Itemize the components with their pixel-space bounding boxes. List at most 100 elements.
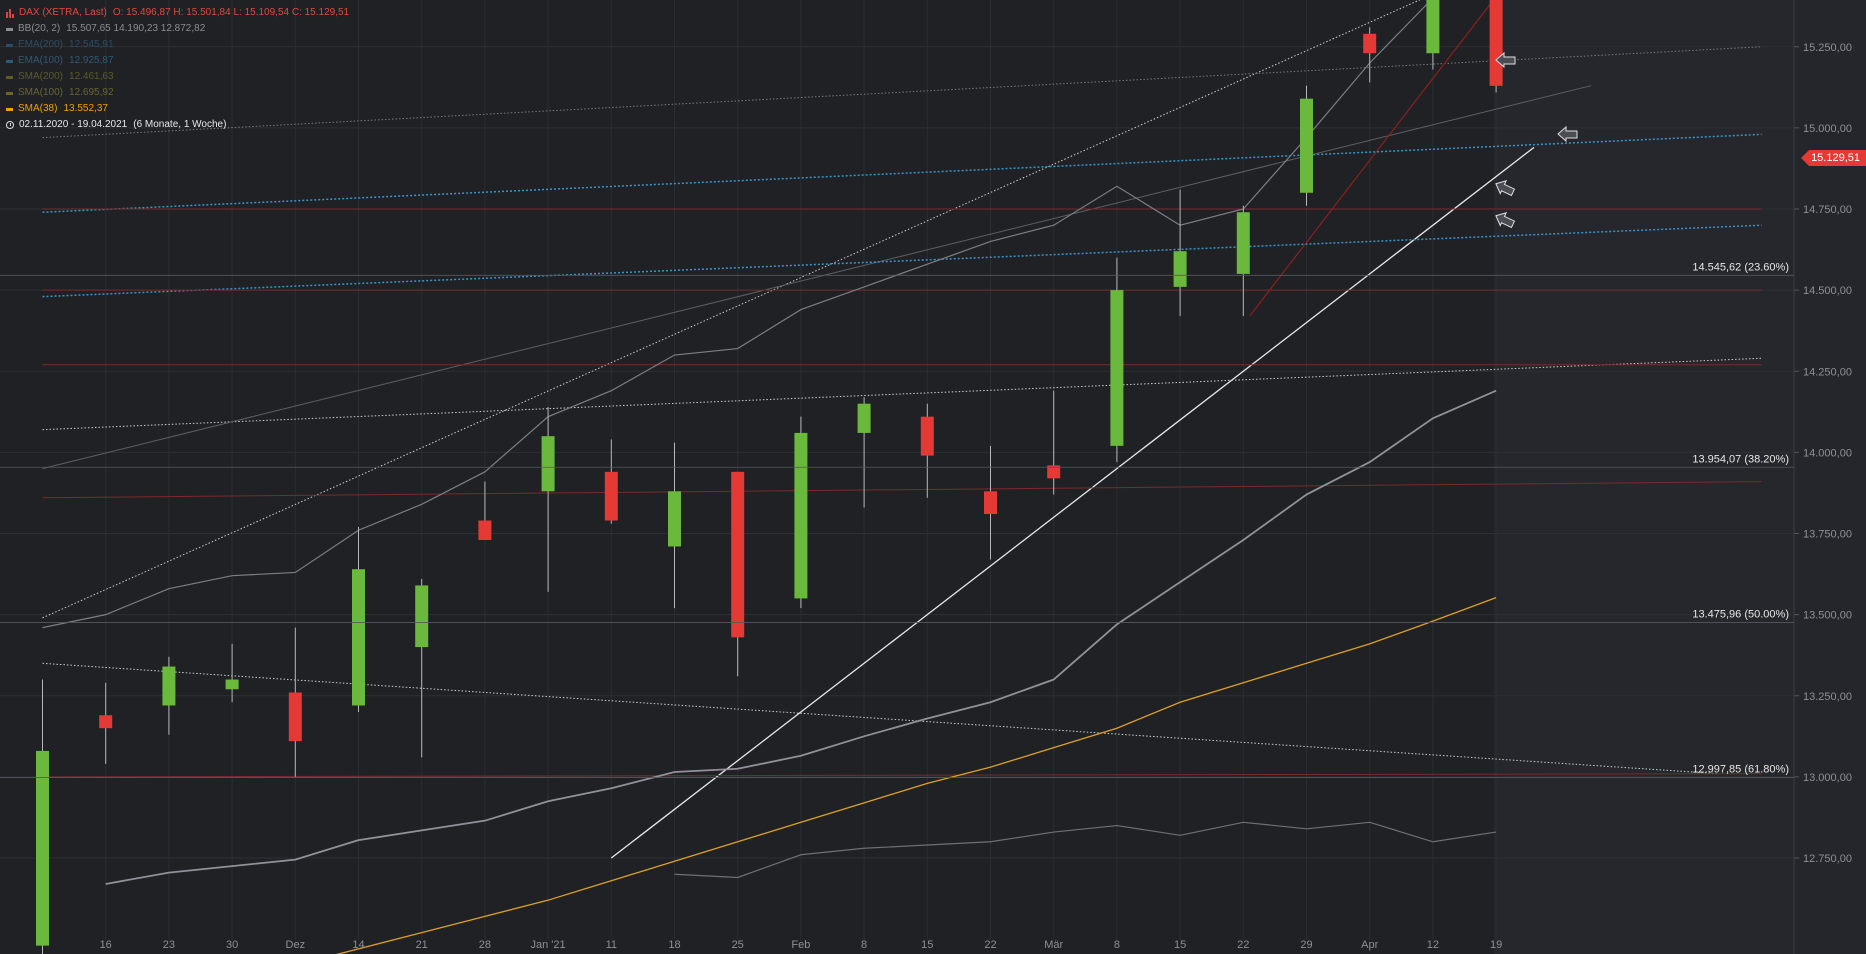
trendline (610, 146, 1535, 859)
candle-up (668, 491, 681, 547)
legend-swatch (6, 27, 13, 31)
legend-indicator: EMA(100) 12.925,87 (6, 53, 349, 69)
x-tick-label: 16 (100, 939, 112, 951)
candle-up (415, 585, 429, 648)
arrow-icon (1495, 180, 1516, 197)
candle-down (920, 416, 934, 456)
legend-indicator: BB(20, 2) 15.507,65 14.190,23 12.872,82 (6, 21, 349, 37)
x-tick-label: 18 (668, 939, 680, 951)
legend-swatch (6, 59, 13, 63)
legend-indicator: SMA(200) 12.461,63 (6, 69, 349, 85)
candle-down (1363, 33, 1377, 54)
x-tick-label: 15 (1174, 939, 1186, 951)
y-tick-label: 14.250,00 (1803, 366, 1852, 378)
instrument-title: DAX (XETRA, Last) (19, 7, 107, 18)
legend-indicator-name: BB(20, 2) (18, 23, 61, 34)
legend-swatch (6, 107, 13, 111)
x-tick-label: 22 (1237, 939, 1249, 951)
x-tick-label: 12 (1427, 939, 1439, 951)
bollinger-middle (105, 389, 1497, 885)
legend-indicator-values: 12.545,91 (69, 39, 114, 50)
arrow-shape (1495, 51, 1516, 69)
candle-up (794, 432, 808, 599)
x-tick-label: 11 (606, 939, 617, 951)
candle-down (288, 692, 302, 742)
sma38-line (335, 597, 1497, 954)
x-tick-label: 21 (416, 939, 428, 951)
ohlc-values: O: 15.496,87 H: 15.501,84 L: 15.109,54 C… (112, 7, 350, 18)
arrow-shape (1495, 212, 1516, 229)
bollinger-lower (674, 821, 1497, 879)
legend-indicator: EMA(200) 12.545,91 (6, 37, 349, 53)
x-tick-label: 19 (1490, 939, 1502, 951)
legend-indicator-values: 12.695,92 (69, 87, 114, 98)
x-axis: 16 23 30 Dez 14 21 28 Jan '21 11 18 25 Feb 8 15 22 Mär 8… (100, 939, 1503, 951)
y-tick-label: 14.000,00 (1803, 447, 1852, 459)
legend-swatch (6, 75, 13, 79)
legend-indicator-name: SMA(100) (18, 87, 64, 98)
legend-indicator-values: 13.552,37 (63, 103, 108, 114)
legend-indicator-values: 12.925,87 (69, 55, 114, 66)
legend-indicators: BB(20, 2) 15.507,65 14.190,23 12.872,82 EM… (6, 21, 349, 117)
trendline (42, 0, 1421, 619)
legend-indicator-name: EMA(200) (18, 39, 64, 50)
trendline (42, 481, 1762, 499)
trendline (1249, 0, 1495, 317)
fibonacci-label: 12.997,85 (61.80%) (1692, 764, 1789, 776)
candle-up (1300, 98, 1313, 193)
candle-up (352, 569, 365, 706)
y-tick-label: 13.750,00 (1803, 529, 1852, 541)
y-axis: 12.750,00 13.000,00 13.250,00 13.500,00 13.7… (1794, 42, 1852, 865)
clock-icon (6, 121, 14, 129)
chart-legend: DAX (XETRA, Last) O: 15.496,87 H: 15.501… (6, 5, 349, 133)
x-tick-label: 8 (1114, 939, 1120, 951)
legend-indicator-name: EMA(100) (18, 55, 64, 66)
legend-indicator-name: SMA(200) (18, 71, 64, 82)
candle-up (1236, 212, 1250, 274)
future-area (1494, 0, 1794, 954)
bollinger-upper (42, 0, 1432, 629)
x-tick-label: Feb (791, 939, 810, 951)
candle-up (541, 436, 555, 492)
x-tick-label: 25 (732, 939, 744, 951)
candle-down (1047, 465, 1061, 479)
legend-indicator: SMA(38) 13.552,37 (6, 101, 349, 117)
annotation-arrows (1495, 51, 1578, 229)
x-tick-label: Dez (286, 939, 306, 951)
y-tick-label: 13.000,00 (1803, 772, 1852, 784)
candle-up (1110, 290, 1124, 446)
legend-indicator-values: 15.507,65 14.190,23 12.872,82 (66, 23, 206, 34)
candle-down (99, 715, 113, 729)
candle-up (162, 666, 176, 706)
candle-up (36, 750, 49, 946)
candle-up (1426, 0, 1440, 54)
legend-indicator-name: SMA(38) (18, 103, 58, 114)
x-tick-label: 15 (921, 939, 933, 951)
x-tick-label: 22 (984, 939, 996, 951)
trendline (42, 133, 1762, 213)
arrow-icon (1495, 51, 1516, 69)
x-tick-label: 8 (861, 939, 867, 951)
last-price-badge: 15.129,51 (1801, 150, 1866, 166)
y-tick-label: 14.500,00 (1803, 285, 1852, 297)
candle-down (731, 471, 745, 638)
candle-down (478, 520, 492, 540)
fibonacci-label: 13.954,07 (38.20%) (1692, 453, 1789, 465)
candle-down (1489, 0, 1503, 86)
candle-up (857, 403, 871, 433)
legend-period-row: 02.11.2020 - 19.04.2021 (6 Monate, 1 Woc… (6, 117, 349, 133)
trendline (42, 85, 1592, 470)
y-tick-label: 12.750,00 (1803, 853, 1852, 865)
y-axis-panel (1794, 0, 1866, 954)
legend-swatch (6, 43, 13, 47)
fibonacci-label: 13.475,96 (50.00%) (1692, 608, 1789, 620)
legend-swatch (6, 91, 13, 95)
candles (36, 0, 1503, 954)
trendline (42, 773, 1762, 778)
fibonacci-labels: 15.501,84 (0.00%)14.545,62 (23.60%)13.95… (0, 261, 1794, 778)
x-tick-label: Apr (1361, 939, 1378, 951)
y-tick-label: 15.250,00 (1803, 42, 1852, 54)
candlestick-icon (6, 8, 15, 18)
candle-down (604, 471, 618, 521)
